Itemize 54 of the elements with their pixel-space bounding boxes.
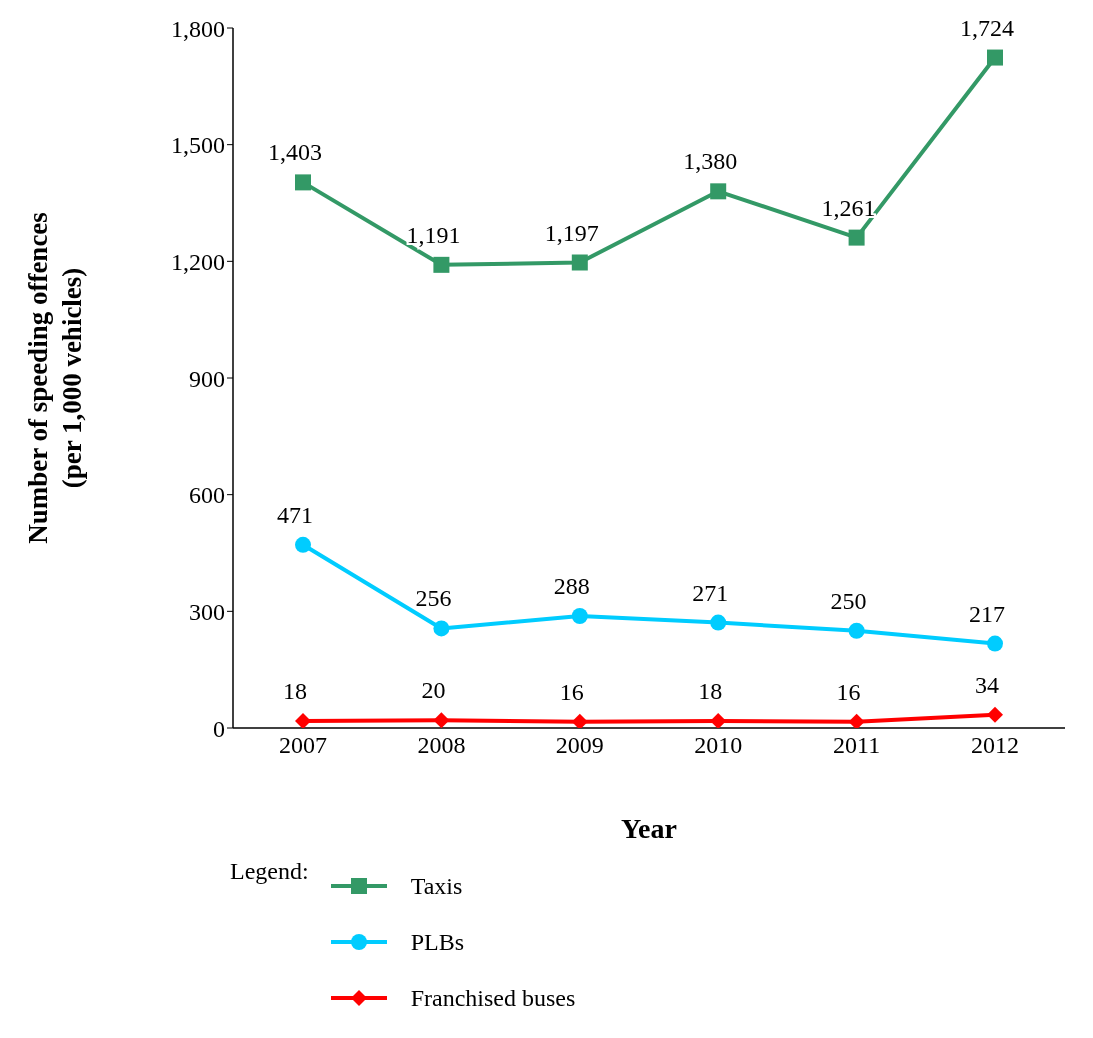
- point: [433, 256, 450, 273]
- data-label: 1,191: [406, 221, 461, 248]
- data-label: 34: [975, 671, 999, 698]
- data-label: 256: [415, 585, 452, 612]
- point: [987, 635, 1003, 652]
- x-tick-label: 2010: [694, 732, 743, 759]
- point: [848, 713, 865, 728]
- data-label: 1,403: [268, 139, 322, 166]
- data-label: 1,380: [683, 148, 738, 175]
- legend-label: Franchised buses: [410, 984, 576, 1012]
- data-label: 18: [698, 678, 723, 704]
- data-label: 250: [830, 587, 867, 614]
- x-axis-title: Year: [621, 813, 677, 844]
- x-tick-label: 2008: [417, 732, 466, 759]
- point: [710, 614, 727, 631]
- x-tick-label: 2011: [833, 732, 881, 759]
- data-label: 18: [283, 678, 307, 704]
- data-label: 1,197: [544, 219, 599, 246]
- point: [295, 713, 311, 728]
- point: [571, 254, 588, 271]
- y-tick-label: 0: [213, 715, 225, 742]
- point: [710, 183, 727, 200]
- point: [433, 620, 450, 637]
- point: [987, 49, 1003, 66]
- data-label: 271: [692, 579, 729, 606]
- y-tick-label: 1,200: [171, 248, 225, 275]
- data-label: 16: [836, 678, 861, 705]
- y-tick-label: 300: [189, 598, 225, 625]
- legend-title: Legend:: [230, 858, 309, 886]
- y-tick-label: 600: [189, 482, 225, 509]
- point: [848, 229, 865, 246]
- point: [848, 622, 865, 639]
- data-label: 20: [421, 677, 446, 704]
- point: [987, 706, 1003, 723]
- y-tick-label: 900: [189, 365, 225, 392]
- data-label: 471: [277, 501, 313, 528]
- legend-label: PLBs: [410, 928, 464, 956]
- point: [571, 713, 588, 728]
- x-tick-label: 2009: [555, 732, 604, 759]
- data-label: 288: [553, 573, 590, 599]
- data-label: 16: [559, 678, 584, 705]
- y-axis-title: Number of speeding offences (per 1,000 vehicles): [23, 212, 87, 544]
- y-tick-label: 1,800: [171, 15, 225, 42]
- point: [295, 536, 311, 553]
- y-tick-label: 1,500: [171, 132, 225, 159]
- x-tick-label: 2007: [279, 732, 327, 759]
- point: [295, 174, 311, 191]
- x-tick-label: 2012: [971, 732, 1019, 759]
- legend-label: Taxis: [410, 872, 463, 900]
- data-label: 1,261: [821, 194, 876, 221]
- data-label: 217: [969, 600, 1005, 627]
- point: [433, 712, 450, 728]
- point: [571, 608, 588, 624]
- data-label: 1,724: [960, 14, 1014, 41]
